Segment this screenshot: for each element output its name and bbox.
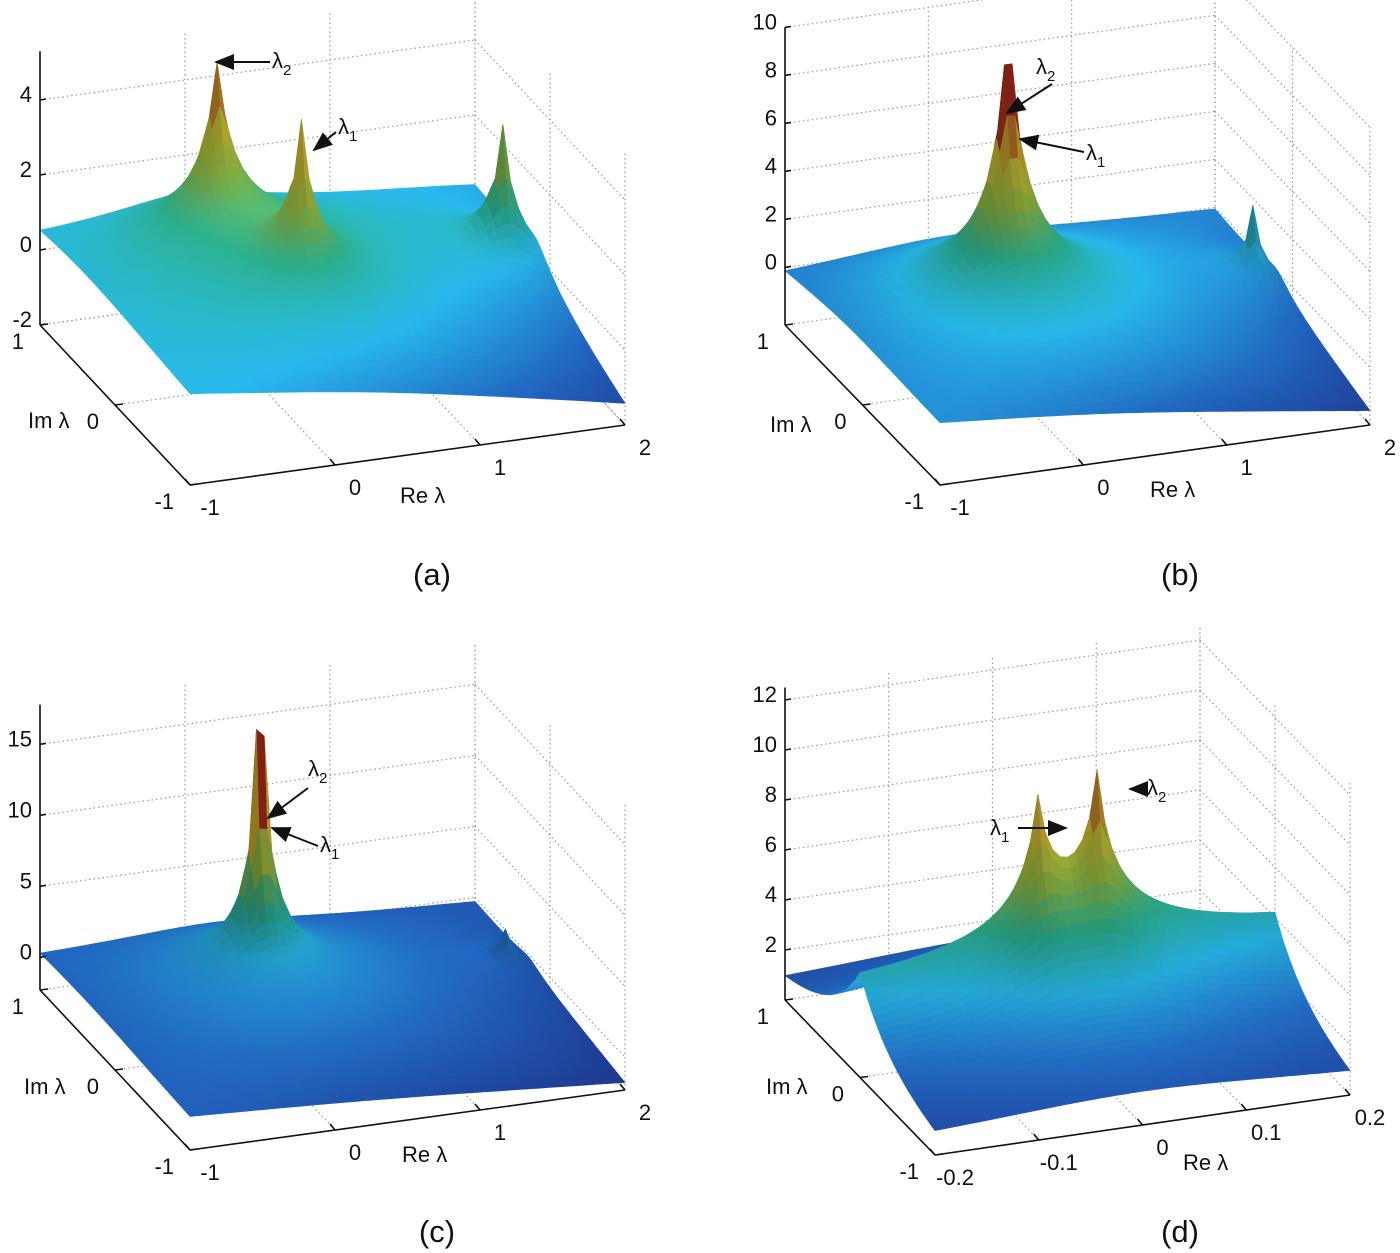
grid-line <box>784 0 986 28</box>
grid-line <box>474 39 626 201</box>
y-tick-mark <box>39 323 49 326</box>
z-tick-label: 4 <box>20 82 32 107</box>
x-axis-label: Re λ <box>400 483 445 508</box>
y-tick-label: 1 <box>12 329 24 354</box>
z-tick-mark <box>39 248 47 251</box>
y-tick-label: -1 <box>154 489 174 514</box>
annotation-lambda1: λ1 <box>338 114 357 145</box>
grid-line <box>1245 0 1371 128</box>
grid-line <box>39 114 476 176</box>
annotation-lambda2: λ2 <box>272 48 291 79</box>
y-tick-mark <box>189 483 199 486</box>
grid-line <box>474 114 626 276</box>
panel-label: (a) <box>413 557 451 592</box>
y-tick-label: 0 <box>87 409 99 434</box>
grid-line <box>184 304 336 466</box>
z-tick-label: 2 <box>20 157 32 182</box>
axis-line <box>189 424 626 486</box>
y-axis-label: Im λ <box>28 408 70 433</box>
x-tick-mark <box>184 478 191 486</box>
annotation-arrow <box>312 131 337 152</box>
grid-line <box>784 14 1216 76</box>
x-tick-label: 0 <box>349 475 361 500</box>
x-tick-label: -1 <box>200 495 220 520</box>
y-tick-mark <box>114 403 124 406</box>
grid-line <box>39 39 476 101</box>
x-tick-mark <box>619 418 626 426</box>
z-tick-mark <box>39 173 47 176</box>
x-tick-mark <box>329 458 336 466</box>
z-tick-label: 0 <box>20 232 32 257</box>
z-tick-mark <box>39 98 47 101</box>
x-tick-label: 2 <box>639 435 651 460</box>
grid-line <box>329 284 481 446</box>
x-tick-label: 1 <box>494 455 506 480</box>
x-tick-mark <box>474 438 481 446</box>
